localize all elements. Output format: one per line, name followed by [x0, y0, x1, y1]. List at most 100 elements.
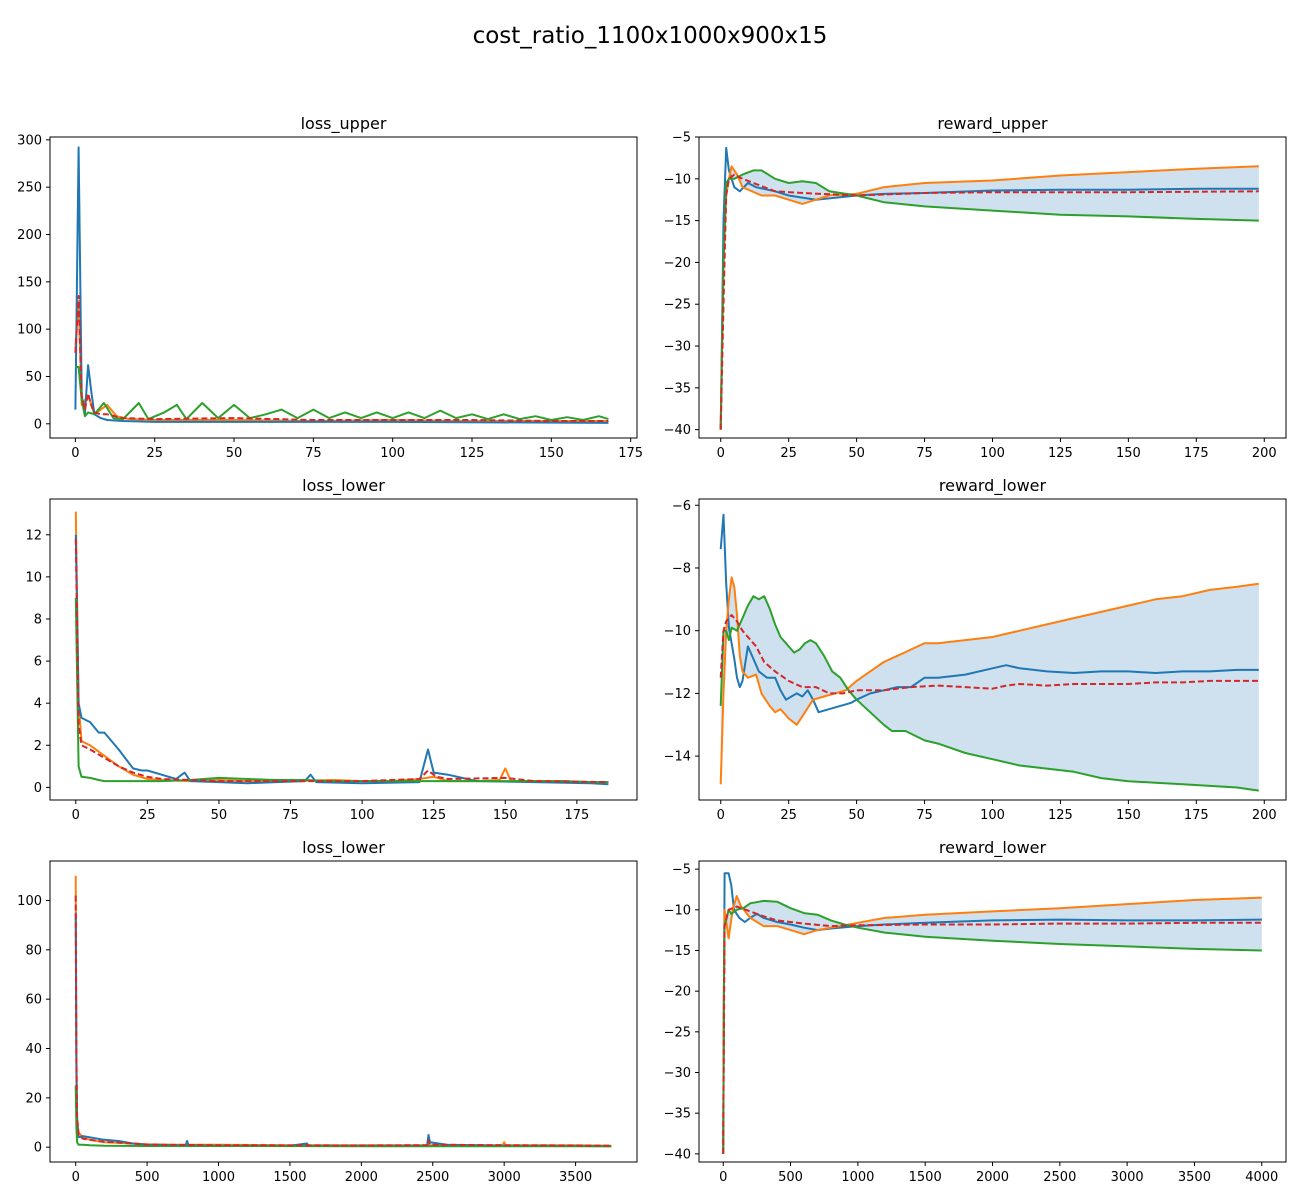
x-tick-label: 175	[564, 808, 589, 823]
y-tick-label: 0	[34, 781, 42, 796]
y-tick-label: −10	[664, 624, 691, 639]
y-tick-label: 150	[17, 275, 42, 290]
x-tick-label: 75	[282, 808, 299, 823]
x-tick-label: 1500	[273, 1170, 306, 1185]
y-tick-label: 8	[34, 612, 42, 627]
y-tick-label: −35	[664, 381, 691, 396]
x-tick-label: 4000	[1245, 1170, 1278, 1185]
x-tick-label: 2000	[345, 1170, 378, 1185]
series-line-orange	[719, 165, 1259, 430]
y-tick-label: 300	[17, 133, 42, 148]
series-line-red	[74, 295, 609, 422]
x-tick-label: 75	[305, 446, 322, 461]
subplot-1: loss_upper 0 25 50 75 100 125 150 175 0 50 100 150 20…	[17, 114, 643, 461]
y-tick-label: −20	[664, 256, 691, 271]
y-tick-label: 40	[25, 1042, 42, 1057]
x-tick-label: 200	[1252, 446, 1277, 461]
y-tick-label: −20	[664, 985, 691, 1000]
series-line-red	[74, 538, 609, 784]
x-tick-label: 50	[848, 808, 865, 823]
subplot-6: reward_lower 0 500 1000 1500 2000 2500 3000 3500…	[664, 838, 1287, 1185]
x-tick-label: 175	[618, 446, 643, 461]
x-tick-label: 25	[139, 808, 156, 823]
series-line-orange	[74, 875, 612, 1147]
x-tick-label: 0	[71, 446, 79, 461]
series-line-green	[722, 899, 1262, 1154]
x-tick-label: 1500	[909, 1170, 942, 1185]
x-tick-label: 0	[717, 808, 725, 823]
subplot-title: loss_upper	[301, 114, 387, 134]
series-line-blue	[722, 872, 1262, 1154]
series-line-blue	[74, 912, 612, 1148]
series-line-blue	[719, 513, 1259, 714]
y-tick-label: −10	[664, 172, 691, 187]
x-tick-label: 25	[780, 446, 797, 461]
confidence-band	[720, 166, 1259, 430]
x-tick-label: 1000	[202, 1170, 235, 1185]
x-tick-label: 75	[916, 446, 933, 461]
x-tick-label: 175	[1184, 446, 1209, 461]
y-tick-label: 250	[17, 181, 42, 196]
y-tick-label: −15	[664, 944, 691, 959]
y-tick-label: −15	[664, 214, 691, 229]
series-line-red	[74, 895, 612, 1147]
y-tick-label: −30	[664, 1066, 691, 1081]
series-line-green	[719, 169, 1259, 430]
y-tick-label: 20	[25, 1091, 42, 1106]
y-tick-label: −5	[672, 131, 691, 146]
subplot-title: reward_upper	[937, 114, 1048, 134]
x-tick-label: 125	[1048, 808, 1073, 823]
x-tick-label: 125	[1048, 446, 1073, 461]
x-tick-label: 50	[211, 808, 228, 823]
plot-area	[719, 146, 1259, 430]
x-tick-label: 150	[1116, 446, 1141, 461]
x-tick-label: 2500	[416, 1170, 449, 1185]
x-tick-label: 150	[493, 808, 518, 823]
subplot-5: loss_lower 0 500 1000 1500 2000 2500 3000 3500 0 2…	[17, 838, 638, 1185]
x-tick-label: 25	[146, 446, 163, 461]
y-tick-label: 10	[25, 570, 42, 585]
confidence-band	[720, 577, 1259, 791]
subplot-4: reward_lower 0 25 50 75 100 125 150 175 200 −14 −12…	[664, 476, 1287, 823]
y-tick-label: −5	[672, 863, 691, 878]
x-tick-label: 125	[460, 446, 485, 461]
series-line-orange	[722, 895, 1262, 1154]
x-tick-label: 0	[719, 1170, 727, 1185]
series-line-orange	[74, 299, 609, 422]
series-line-green	[719, 595, 1259, 792]
y-tick-label: −14	[664, 750, 691, 765]
x-tick-label: 50	[226, 446, 243, 461]
x-tick-label: 500	[135, 1170, 160, 1185]
y-tick-label: −25	[664, 1025, 691, 1040]
series-line-green	[74, 597, 609, 784]
y-tick-label: −35	[664, 1107, 691, 1122]
plot-area	[74, 875, 612, 1148]
subplot-title: loss_lower	[302, 476, 385, 496]
axes-frame	[49, 498, 638, 801]
y-tick-label: −25	[664, 298, 691, 313]
x-tick-label: 0	[717, 446, 725, 461]
x-tick-label: 500	[778, 1170, 803, 1185]
y-tick-label: −8	[672, 561, 691, 576]
x-tick-label: 100	[380, 446, 405, 461]
series-line-green	[74, 1085, 612, 1148]
x-tick-label: 200	[1252, 808, 1277, 823]
y-tick-label: −30	[664, 340, 691, 355]
series-line-blue	[74, 146, 609, 424]
x-tick-label: 1000	[841, 1170, 874, 1185]
x-tick-label: 2500	[1043, 1170, 1076, 1185]
x-tick-label: 2000	[976, 1170, 1009, 1185]
series-line-red	[719, 173, 1259, 430]
series-line-blue	[74, 534, 609, 786]
figure-title: cost_ratio_1100x1000x900x15	[473, 23, 828, 49]
x-tick-label: 3500	[559, 1170, 592, 1185]
y-tick-label: 50	[25, 370, 42, 385]
x-tick-label: 50	[848, 446, 865, 461]
y-tick-label: 80	[25, 943, 42, 958]
x-tick-label: 150	[539, 446, 564, 461]
plot-area	[719, 513, 1259, 792]
subplot-3: loss_lower 0 25 50 75 100 125 150 175 0 2 4 6 8 10 12	[25, 476, 638, 823]
subplot-2: reward_upper 0 25 50 75 100 125 150 175 200 −40 −35…	[664, 114, 1287, 461]
y-tick-label: −10	[664, 903, 691, 918]
